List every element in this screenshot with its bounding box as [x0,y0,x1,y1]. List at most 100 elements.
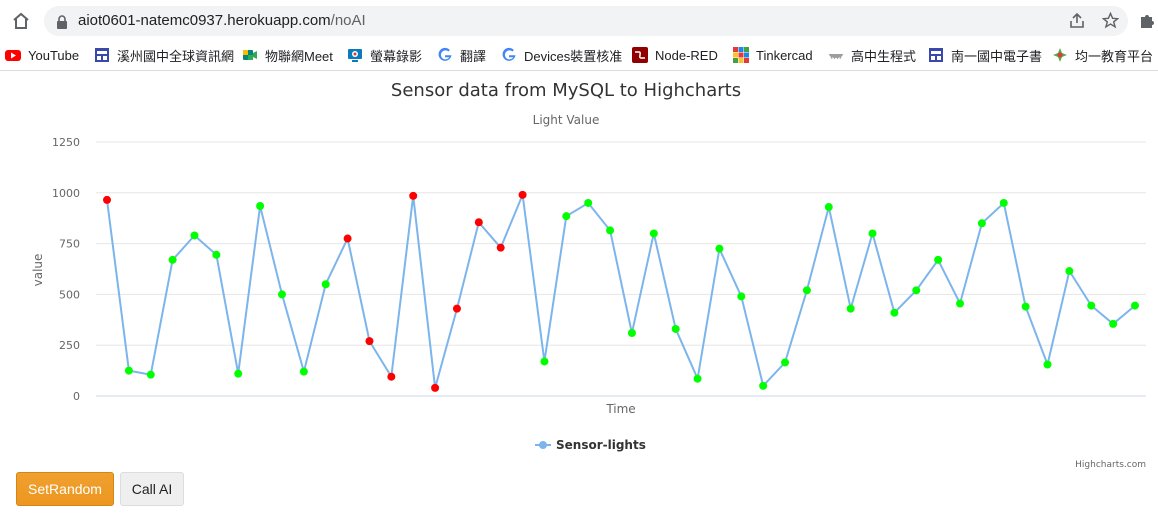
data-point[interactable] [409,191,418,200]
star-icon[interactable] [1101,11,1120,33]
data-point[interactable] [146,370,155,379]
y-tick-label: 1000 [52,187,80,200]
data-point[interactable] [452,304,461,313]
data-point[interactable] [606,226,615,235]
bookmark-tinkercad[interactable]: Tinkercad [733,45,813,65]
data-point[interactable] [387,372,396,381]
data-point[interactable] [540,357,549,366]
chart-title: Sensor data from MySQL to Highcharts [391,80,741,101]
y-tick-label: 750 [59,238,80,251]
data-point[interactable] [1109,319,1118,328]
data-point[interactable] [1131,301,1139,310]
y-axis-labels: 0 250 500 750 1000 1250 [52,136,80,403]
data-point[interactable] [781,358,790,367]
extensions-icon[interactable] [1138,12,1158,34]
url-text: aiot0601-natemc0937.herokuapp.com/noAI [78,12,366,29]
data-point[interactable] [321,280,330,289]
share-icon[interactable] [1069,12,1085,33]
bookmark-ebook[interactable]: 南一國中電子書 [928,45,1042,65]
data-point[interactable] [256,202,265,211]
call-ai-button[interactable]: Call AI [120,472,184,506]
url-field[interactable]: aiot0601-natemc0937.herokuapp.com/noAI [44,6,1128,36]
data-point[interactable] [759,381,768,390]
data-point[interactable] [649,229,658,238]
y-tick-label: 0 [73,390,80,403]
data-point[interactable] [912,286,921,295]
data-point[interactable] [1065,267,1074,276]
google-icon [501,47,517,63]
data-point[interactable] [431,383,440,392]
y-tick-label: 250 [59,339,80,352]
data-point[interactable] [584,198,593,207]
chart-container: Sensor data from MySQL to Highcharts Lig… [31,80,1146,470]
data-point[interactable] [299,367,308,376]
bookmark-translate[interactable]: 翻譯 [437,45,486,65]
data-point[interactable] [1087,301,1096,310]
data-point[interactable] [627,329,636,338]
data-point[interactable] [124,366,133,375]
data-point[interactable] [890,308,899,317]
data-point[interactable] [846,304,855,313]
node-red-icon [632,47,648,63]
bookmark-junyi[interactable]: 均一教育平台 [1052,45,1153,65]
data-point[interactable] [234,369,243,378]
data-point[interactable] [562,212,571,221]
data-point[interactable] [824,203,833,212]
data-point[interactable] [343,234,352,243]
series-line [106,190,1136,389]
bookmark-school-site[interactable]: 溪州國中全球資訊網 [94,45,234,65]
x-axis-title: Time [605,402,635,416]
data-point[interactable] [956,299,965,308]
y-tick-label: 500 [59,288,80,301]
data-point[interactable] [1021,302,1030,311]
data-point[interactable] [934,255,943,264]
google-icon [437,47,453,63]
set-random-button[interactable]: SetRandom [16,472,114,506]
bookmark-label: YouTube [28,47,80,63]
data-point[interactable] [474,218,483,227]
bookmark-label: 翻譯 [460,48,487,64]
bookmark-label: 南一國中電子書 [951,48,1043,64]
meet-icon [242,47,258,63]
legend-item[interactable]: Sensor-lights [535,438,646,452]
data-point[interactable] [103,195,111,204]
bookmark-label: 溪州國中全球資訊網 [117,48,235,64]
y-axis-title: value [31,254,45,287]
data-point[interactable] [999,198,1008,207]
data-point[interactable] [868,229,877,238]
url-host: aiot0601-natemc0937.herokuapp.com [78,12,331,29]
data-point[interactable] [715,244,724,253]
bookmark-youtube[interactable]: YouTube [5,45,79,65]
bookmark-devices[interactable]: Devices裝置核准 [501,45,622,65]
data-point[interactable] [737,292,746,301]
bookmark-label: 均一教育平台 [1075,48,1154,64]
bookmark-label: 螢幕錄影 [370,48,423,64]
data-point[interactable] [671,324,680,333]
legend-symbol-marker [539,441,547,449]
data-point[interactable] [1043,360,1052,369]
bookmark-screen-record[interactable]: 螢幕錄影 [347,45,422,65]
bookmark-label: 物聯網Meet [265,48,333,64]
data-point[interactable] [212,250,221,259]
y-tick-label: 1250 [52,136,80,149]
data-point[interactable] [168,255,177,264]
data-point[interactable] [365,337,374,346]
bookmark-node-red[interactable]: Node-RED [632,45,718,65]
data-point[interactable] [693,374,702,383]
data-point[interactable] [977,219,986,228]
data-point[interactable] [277,290,286,299]
bookmarks-bar: YouTube 溪州國中全球資訊網 物聯網Meet 螢幕錄影 翻譯 Device… [0,40,1158,71]
data-point[interactable] [802,286,811,295]
bookmark-hs-coding[interactable]: 高中生程式 [828,45,916,65]
data-point[interactable] [496,243,505,252]
series-markers [103,190,1139,392]
bookmark-meet[interactable]: 物聯網Meet [242,45,333,65]
data-point[interactable] [518,190,527,199]
chart-credit[interactable]: Highcharts.com [1075,460,1146,470]
home-icon[interactable] [10,10,32,32]
lock-icon[interactable] [56,14,68,33]
data-point[interactable] [190,231,199,240]
address-bar: aiot0601-natemc0937.herokuapp.com/noAI [0,0,1158,40]
bookmark-label: Node-RED [655,47,718,63]
legend-label: Sensor-lights [556,438,646,452]
